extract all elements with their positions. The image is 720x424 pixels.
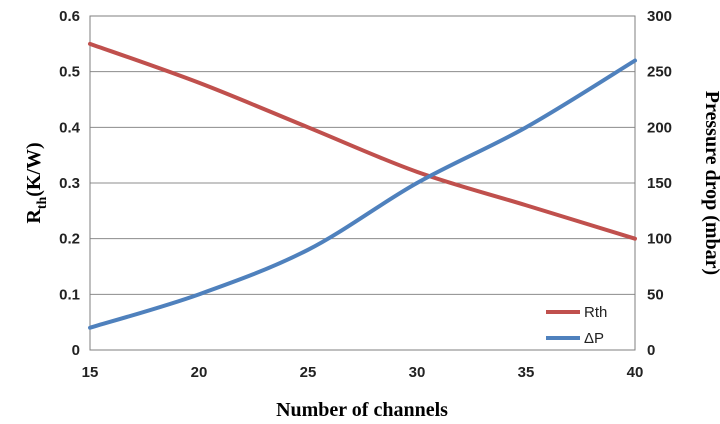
plot-area-frame	[89, 15, 636, 351]
y-right-tick-label: 50	[647, 286, 664, 303]
y-left-tick-label: 0.2	[59, 231, 80, 248]
y-right-tick-label: 300	[647, 8, 672, 25]
y-axis-left-title-unit: (K/W)	[23, 142, 45, 196]
y-left-tick-label: 0	[72, 342, 80, 359]
x-tick-label: 30	[409, 364, 426, 381]
x-axis-title: Number of channels	[276, 399, 448, 421]
series-line-delta-p	[88, 58, 637, 330]
y-axis-right-title: Pressure drop (mbar)	[701, 91, 720, 275]
tick-labels: 0 0.1 0.2 0.3 0.4 0.5 0.6 0 50 100 150 200 250 300 15 2…	[59, 8, 672, 381]
legend-label-rth: Rth	[584, 304, 607, 321]
y-left-tick-label: 0.3	[59, 175, 80, 192]
y-right-tick-label: 0	[647, 342, 655, 359]
x-tick-label: 15	[82, 364, 99, 381]
series-lines	[88, 41, 637, 330]
y-right-tick-label: 150	[647, 175, 672, 192]
gridlines	[90, 15, 635, 295]
y-left-tick-label: 0.1	[59, 286, 80, 303]
legend-label-delta-p: ΔP	[584, 330, 604, 347]
legend: Rth ΔP	[546, 304, 607, 347]
x-tick-label: 40	[627, 364, 644, 381]
y-axis-left-title-main: R	[23, 209, 45, 224]
y-left-tick-label: 0.4	[59, 119, 81, 136]
y-right-tick-label: 250	[647, 64, 672, 81]
y-axis-left-title: Rth(K/W)	[23, 142, 50, 223]
y-right-tick-label: 100	[647, 231, 672, 248]
y-left-tick-label: 0.6	[59, 8, 80, 25]
x-tick-label: 25	[300, 364, 317, 381]
x-tick-label: 35	[518, 364, 535, 381]
y-left-tick-label: 0.5	[59, 64, 80, 81]
series-line-rth	[88, 41, 637, 241]
x-tick-label: 20	[191, 364, 208, 381]
y-right-tick-label: 200	[647, 119, 672, 136]
y-axis-left-title-subscript: th	[35, 197, 50, 210]
